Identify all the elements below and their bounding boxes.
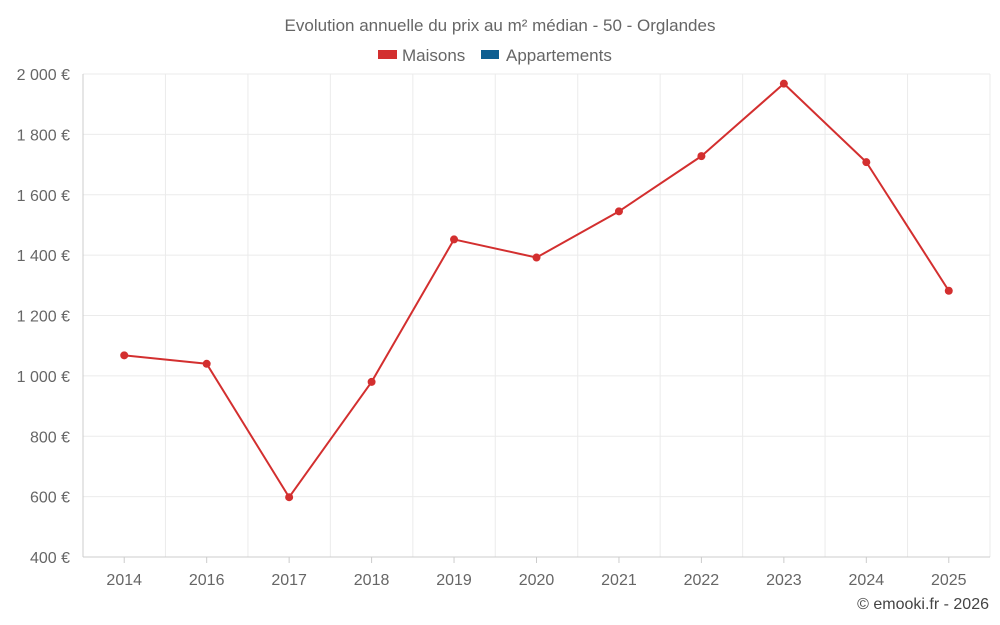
legend-label-maisons[interactable]: Maisons xyxy=(402,46,465,65)
axes: 400 € 600 € 800 € 1 000 € 1 200 € 1 400 € 1 60… xyxy=(17,67,990,589)
data-point-2023[interactable] xyxy=(779,79,788,88)
y-tick-label: 1 200 € xyxy=(17,309,70,326)
x-tick-label: 2017 xyxy=(271,572,307,589)
data-point-2025[interactable] xyxy=(944,286,953,295)
gridlines xyxy=(83,73,991,557)
legend-swatch-maisons[interactable] xyxy=(378,50,397,59)
legend-swatch-appartements[interactable] xyxy=(481,50,499,59)
legend: Maisons Appartements xyxy=(378,46,612,65)
x-tick-label: 2025 xyxy=(931,572,967,589)
x-tick-label: 2024 xyxy=(849,572,885,589)
x-tick-label: 2014 xyxy=(106,572,142,589)
y-tick-label: 400 € xyxy=(30,550,70,567)
data-point-2019[interactable] xyxy=(450,235,459,244)
x-tick-label: 2016 xyxy=(189,572,225,589)
x-tick-label: 2022 xyxy=(684,572,720,589)
data-point-2017[interactable] xyxy=(285,493,294,502)
y-tick-label: 1 800 € xyxy=(17,127,70,144)
data-point-2024[interactable] xyxy=(862,158,871,167)
x-tick-label: 2023 xyxy=(766,572,802,589)
data-point-2018[interactable] xyxy=(367,377,376,386)
legend-label-appartements[interactable]: Appartements xyxy=(506,46,612,65)
chart-title: Evolution annuelle du prix au m² médian … xyxy=(285,16,716,35)
copyright-credit: © emooki.fr - 2026 xyxy=(857,596,989,613)
y-tick-label: 1 000 € xyxy=(17,369,70,386)
data-point-2016[interactable] xyxy=(202,359,211,368)
y-tick-label: 600 € xyxy=(30,490,70,507)
data-point-2021[interactable] xyxy=(614,207,623,216)
x-tick-label: 2021 xyxy=(601,572,637,589)
y-tick-label: 1 600 € xyxy=(17,188,70,205)
y-tick-label: 800 € xyxy=(30,429,70,446)
data-point-2022[interactable] xyxy=(697,152,706,161)
y-tick-label: 2 000 € xyxy=(17,67,70,84)
x-tick-label: 2020 xyxy=(519,572,555,589)
series-maisons xyxy=(120,79,953,502)
x-tick-label: 2018 xyxy=(354,572,390,589)
x-tick-label: 2019 xyxy=(436,572,472,589)
y-tick-label: 1 400 € xyxy=(17,248,70,265)
data-point-2020[interactable] xyxy=(532,253,541,262)
data-point-2014[interactable] xyxy=(120,351,129,360)
